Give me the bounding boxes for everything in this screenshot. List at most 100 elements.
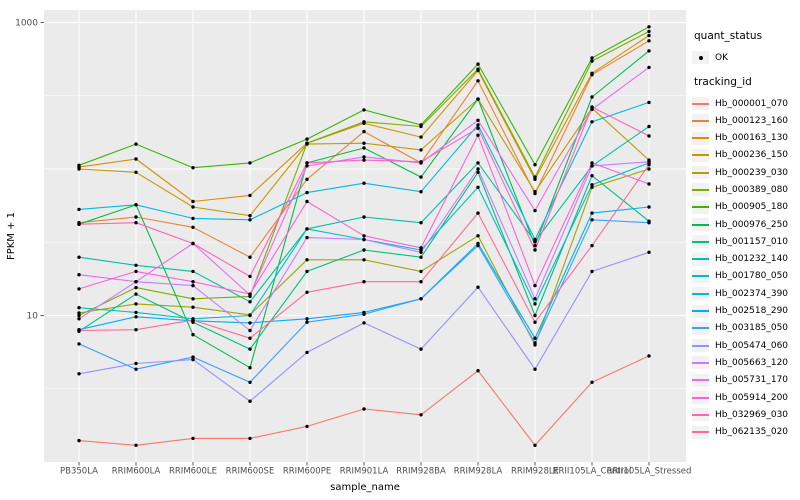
data-point xyxy=(647,182,651,186)
data-point xyxy=(419,148,423,152)
data-point xyxy=(476,285,480,289)
legend-entry: Hb_000163_130 xyxy=(692,130,800,147)
x-tick-label: RRIM600LA xyxy=(112,467,161,477)
data-point xyxy=(476,133,480,137)
data-point xyxy=(248,321,252,325)
legend-key-box xyxy=(692,356,709,370)
data-point xyxy=(362,312,366,316)
legend-entry-label: Hb_005474_060 xyxy=(715,340,789,351)
data-point xyxy=(305,350,309,355)
data-point xyxy=(419,413,423,417)
x-axis-title: sample_name xyxy=(330,482,400,493)
data-point xyxy=(134,443,138,447)
data-point xyxy=(419,269,423,274)
legend-entry: Hb_000389_080 xyxy=(692,181,800,198)
data-point xyxy=(476,167,480,171)
data-point xyxy=(134,315,138,319)
data-point xyxy=(77,273,81,277)
data-point xyxy=(77,207,81,212)
data-point xyxy=(191,297,195,301)
data-point xyxy=(305,190,309,195)
data-point xyxy=(647,25,651,29)
legend-key-box xyxy=(692,200,709,214)
data-point xyxy=(533,302,537,306)
data-point xyxy=(248,218,252,222)
data-point xyxy=(134,285,138,290)
data-point xyxy=(305,317,309,321)
x-tick-label: PB350LA xyxy=(60,467,98,477)
data-point xyxy=(590,243,594,248)
legend-entry: Hb_001232_140 xyxy=(692,251,800,268)
data-point xyxy=(362,155,366,159)
legend-entry: Hb_000236_150 xyxy=(692,147,800,164)
data-point xyxy=(590,185,594,189)
data-point xyxy=(533,443,537,447)
data-point xyxy=(248,347,252,351)
data-point xyxy=(647,205,651,209)
legend-entry-label: Hb_001780_050 xyxy=(715,271,789,282)
data-point xyxy=(191,199,195,204)
legend-entry: Hb_001780_050 xyxy=(692,268,800,285)
data-point xyxy=(590,161,594,165)
data-point xyxy=(305,290,309,294)
data-point xyxy=(533,163,537,167)
data-point xyxy=(191,280,195,284)
legend-key-box xyxy=(692,373,709,387)
legend-line-swatch xyxy=(692,379,709,382)
data-point xyxy=(77,306,81,310)
data-point xyxy=(305,320,309,324)
data-point xyxy=(77,328,81,333)
y-axis-title: FPKM + 1 xyxy=(6,212,17,260)
legend-entry: Hb_005914_200 xyxy=(692,389,800,406)
legend-line-swatch xyxy=(692,188,709,191)
data-point xyxy=(77,342,81,346)
legend-key-box xyxy=(692,235,709,249)
data-point xyxy=(191,283,195,288)
data-point xyxy=(476,161,480,165)
legend-entry: Hb_000001_070 xyxy=(692,95,800,112)
data-point xyxy=(191,205,195,209)
x-tick-label: RRIM928BA xyxy=(396,467,446,477)
data-point xyxy=(476,126,480,130)
data-point xyxy=(533,243,537,248)
data-point xyxy=(419,160,423,164)
data-point xyxy=(647,167,651,171)
legend-tracking-id-entries: Hb_000001_070 Hb_000123_160 Hb_000163_130 H… xyxy=(692,95,800,441)
data-point xyxy=(134,221,138,225)
legend-key-box xyxy=(692,321,709,335)
data-point xyxy=(419,175,423,179)
legend-key-box xyxy=(692,408,709,422)
legend-entry-ok: OK xyxy=(692,49,800,66)
data-point xyxy=(590,183,594,187)
x-tick-label: RRIM600LE xyxy=(169,467,217,477)
data-point xyxy=(590,269,594,274)
x-tick-label: RRIM600SE xyxy=(226,467,275,477)
data-point xyxy=(476,369,480,373)
legend-entry-label: Hb_000001_070 xyxy=(715,98,789,109)
data-point xyxy=(533,313,537,318)
data-point xyxy=(191,225,195,229)
legend-line-swatch xyxy=(692,396,709,399)
data-point xyxy=(533,175,537,179)
data-point xyxy=(476,97,480,101)
data-point xyxy=(248,193,252,198)
legend-entry: Hb_000123_160 xyxy=(692,112,800,129)
legend-entry-label: Hb_000976_250 xyxy=(715,219,789,230)
data-point xyxy=(476,123,480,127)
data-point xyxy=(362,234,366,238)
data-point xyxy=(362,129,366,134)
data-point xyxy=(248,399,252,403)
legend-line-swatch xyxy=(692,206,709,209)
data-point xyxy=(533,341,537,345)
x-tick-label: RRII105LA_Control xyxy=(553,467,632,477)
data-point xyxy=(647,65,651,70)
legend-key-box xyxy=(692,252,709,266)
legend-entry: Hb_001157_010 xyxy=(692,233,800,250)
data-point xyxy=(419,190,423,194)
data-point xyxy=(248,292,252,296)
x-tick-label: RRII105LA_Stressed xyxy=(607,467,692,477)
data-point xyxy=(248,380,252,384)
data-point xyxy=(590,95,594,99)
data-point xyxy=(590,174,594,178)
